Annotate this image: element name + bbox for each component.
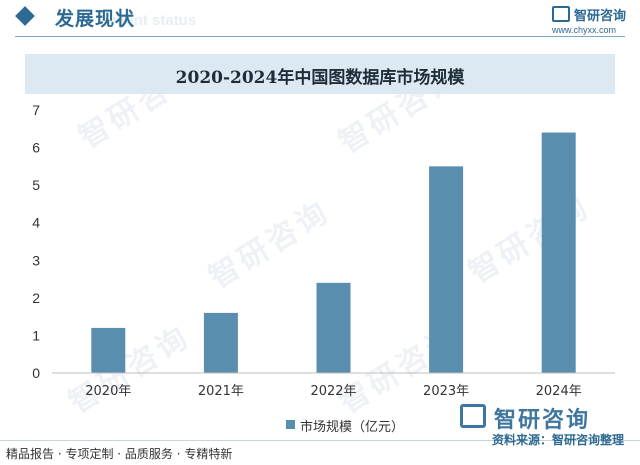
section-title: 发展现状 <box>55 8 136 30</box>
y-tick-label: 0 <box>32 365 40 381</box>
logo-name: 智研咨询 <box>574 9 627 24</box>
x-tick-label: 2024年 <box>536 384 582 399</box>
bar <box>203 312 238 373</box>
x-tick-label: 2022年 <box>310 384 356 399</box>
company-logo: 智研咨询 www.chyxx.com <box>552 4 636 38</box>
header-ghost-text: ment status <box>112 12 197 29</box>
footer-divider <box>0 440 640 441</box>
y-axis: 0 1 2 3 4 5 6 7 <box>32 102 40 381</box>
data-source: 资料来源：智研咨询整理 <box>492 433 625 447</box>
brand-mark-icon <box>460 404 486 428</box>
footer-brand-name: 智研咨询 <box>494 408 591 433</box>
bar <box>429 166 464 373</box>
bars <box>91 132 576 373</box>
x-axis-labels: 2020年 2021年 2022年 2023年 2024年 <box>85 384 581 399</box>
y-tick-label: 5 <box>32 177 40 193</box>
logo-url: www.chyxx.com <box>552 25 617 35</box>
bar <box>91 327 126 373</box>
y-tick-label: 7 <box>32 102 40 118</box>
x-tick-label: 2020年 <box>85 384 131 399</box>
chart-title-band: 2020-2024年中国图数据库市场规模 <box>25 54 615 94</box>
bar <box>316 282 351 373</box>
chart-title: 2020-2024年中国图数据库市场规模 <box>175 68 465 88</box>
footer-tags: 精品报告 · 专项定制 · 品质服务 · 专精特新 <box>6 447 233 461</box>
page-header: ment status 发展现状 智研咨询 www.chyxx.com <box>0 0 640 40</box>
x-tick-label: 2021年 <box>198 384 244 399</box>
y-tick-label: 4 <box>32 215 40 231</box>
y-tick-label: 6 <box>32 140 40 156</box>
header-divider <box>15 36 625 37</box>
legend-swatch <box>286 420 295 429</box>
logo-mark-icon <box>552 6 570 22</box>
x-tick-label: 2023年 <box>423 384 469 399</box>
y-tick-label: 3 <box>32 252 40 268</box>
legend-label: 市场规模（亿元） <box>300 420 405 435</box>
bar <box>541 132 576 373</box>
y-tick-label: 1 <box>32 327 40 343</box>
y-tick-label: 2 <box>32 290 40 306</box>
